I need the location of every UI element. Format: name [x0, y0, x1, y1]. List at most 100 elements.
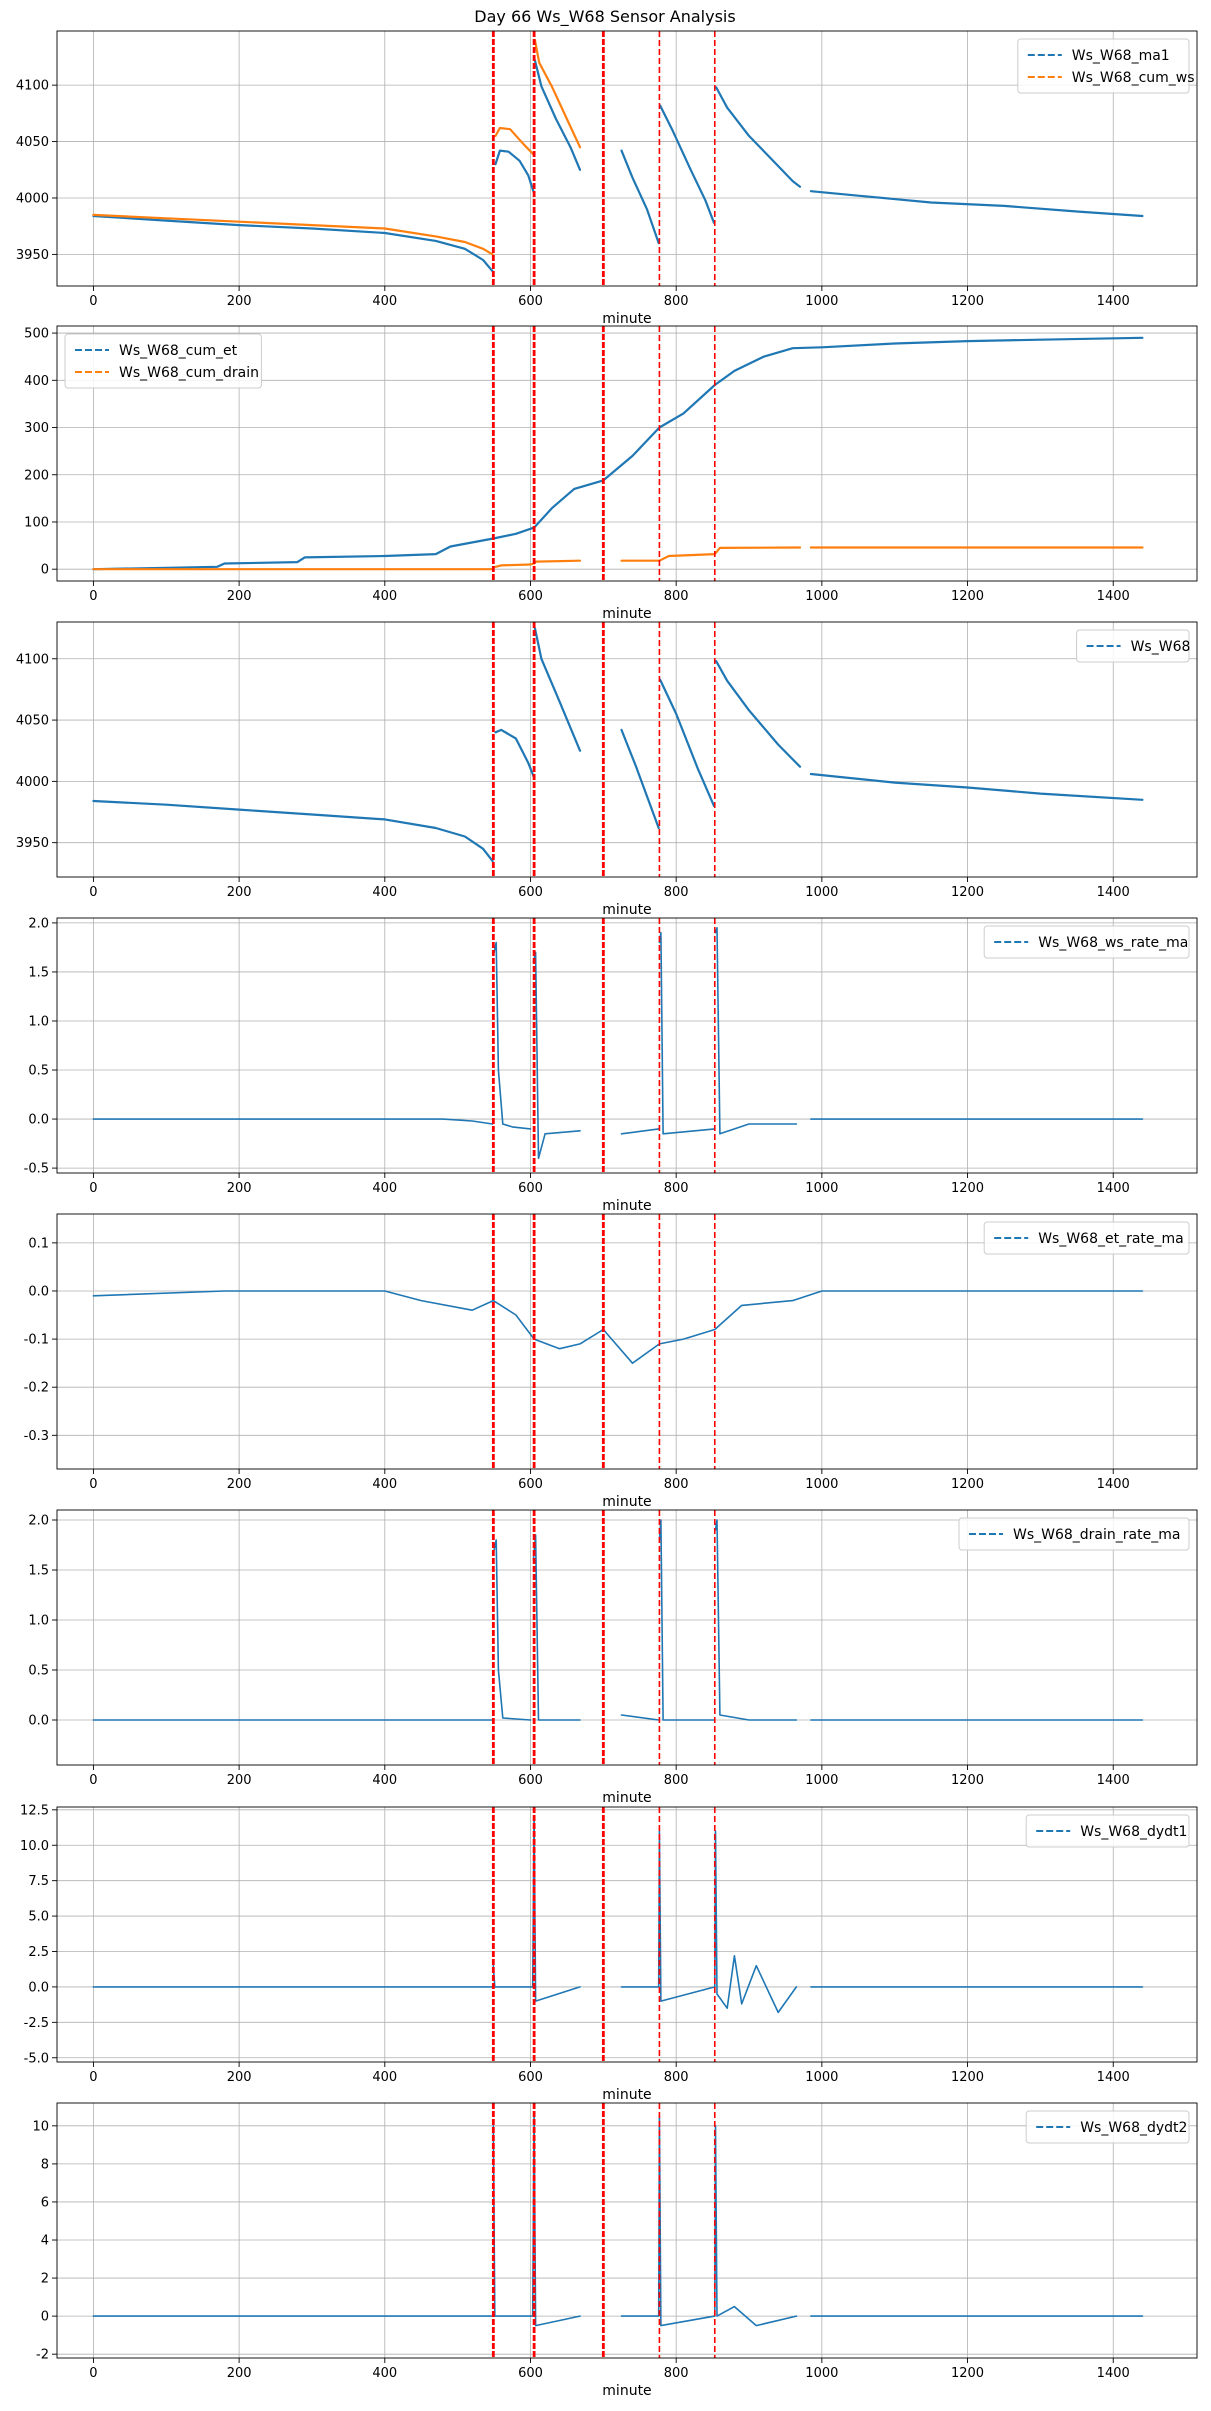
x-tick-label: 1200: [951, 1773, 984, 1788]
x-tick-label: 1400: [1097, 1181, 1130, 1196]
series-line: [658, 104, 716, 224]
y-tick-label: 1.0: [28, 1614, 49, 1629]
x-tick-label: 800: [664, 589, 689, 604]
legend: Ws_W68_ws_rate_ma: [983, 925, 1190, 959]
y-tick-label: 500: [24, 327, 49, 342]
series-line: [809, 190, 1144, 218]
y-tick-label: 0.5: [28, 1064, 49, 1079]
plot-area: [92, 326, 1144, 581]
x-tick-label: 1200: [951, 589, 984, 604]
series-line: [620, 1128, 660, 1135]
y-tick-label: 8: [41, 2157, 49, 2172]
series-line: [92, 214, 494, 273]
y-tick-label: 4: [41, 2234, 49, 2249]
legend-box: [1025, 2110, 1190, 2144]
legend: Ws_W68_cum_et Ws_W68_cum_drain: [64, 333, 262, 389]
panel-6: 0 200 400 600 800 1000 1200 1400 0.0 0.5 1.0 1.5 2.0…: [28, 1509, 1198, 1806]
x-tick-label: 0: [89, 2366, 97, 2381]
series-line: [493, 1539, 532, 1721]
series-line: [620, 546, 802, 562]
legend-label: Ws_W68_cum_ws: [1072, 70, 1195, 86]
x-tick-label: 1000: [805, 885, 838, 900]
y-tick-label: -0.5: [24, 1162, 49, 1177]
panels: 0 200 400 600 800 1000 1200 1400395040004050410…: [16, 30, 1198, 2399]
x-tick-label: 1000: [805, 2366, 838, 2381]
y-tick-label: 4000: [16, 191, 49, 206]
x-tick-label: 800: [664, 1773, 689, 1788]
x-axis-label: minute: [602, 2087, 651, 2103]
y-tick-label: -0.3: [24, 1429, 49, 1444]
series-line: [809, 772, 1144, 801]
legend-box: [983, 1221, 1190, 1255]
x-tick-label: 800: [664, 1181, 689, 1196]
legend-label: Ws_W68_dydt1: [1080, 1824, 1187, 1840]
y-tick-label: 0.0: [28, 1284, 49, 1299]
plot-area: [92, 1214, 1144, 1469]
x-tick-label: 0: [89, 589, 97, 604]
axes-frame: [56, 621, 1198, 878]
x-tick-label: 200: [227, 1477, 252, 1492]
y-tick-label: 100: [24, 515, 49, 530]
y-tick-label: -2: [36, 2348, 49, 2363]
axes-frame: [56, 2102, 1198, 2359]
series-line: [494, 126, 536, 157]
axes-frame: [56, 1806, 1198, 2063]
x-tick-label: 1200: [951, 2366, 984, 2381]
legend-label: Ws_W68_dydt2: [1080, 2120, 1187, 2136]
x-tick-label: 600: [518, 2366, 543, 2381]
legend: Ws_W68: [1076, 629, 1191, 663]
series-line: [494, 149, 536, 195]
y-tick-label: 0.0: [28, 1980, 49, 1995]
y-tick-label: 4100: [16, 652, 49, 667]
y-tick-label: -2.5: [24, 2016, 49, 2031]
legend-label: Ws_W68: [1131, 639, 1191, 655]
x-tick-label: 400: [372, 2366, 397, 2381]
x-tick-label: 200: [227, 2070, 252, 2085]
x-tick-label: 200: [227, 294, 252, 309]
x-tick-label: 1400: [1097, 2070, 1130, 2085]
legend-box: [1025, 1814, 1190, 1848]
x-tick-label: 400: [372, 2070, 397, 2085]
y-tick-label: 1.5: [28, 965, 49, 980]
x-tick-label: 1000: [805, 1477, 838, 1492]
legend-label: Ws_W68_cum_drain: [119, 365, 259, 381]
legend-box: [983, 925, 1190, 959]
series-line: [715, 86, 802, 188]
legend: Ws_W68_dydt2: [1025, 2110, 1190, 2144]
x-tick-label: 1200: [951, 885, 984, 900]
legend-label: Ws_W68_ma1: [1072, 48, 1170, 64]
legend-label: Ws_W68_drain_rate_ma: [1013, 1527, 1180, 1543]
x-tick-label: 1200: [951, 1181, 984, 1196]
x-tick-label: 400: [372, 294, 397, 309]
series-line: [533, 38, 582, 149]
y-tick-label: -0.1: [24, 1333, 49, 1348]
x-axis-label: minute: [602, 902, 651, 918]
y-tick-label: 0.0: [28, 1714, 49, 1729]
panel-4: 0 200 400 600 800 1000 1200 1400 -0.5 0.0 0.5 1.0 1.…: [24, 916, 1198, 1214]
x-tick-label: 1000: [805, 1773, 838, 1788]
y-tick-label: -0.2: [24, 1381, 49, 1396]
y-tick-label: 1.5: [28, 1564, 49, 1579]
x-tick-label: 400: [372, 1477, 397, 1492]
y-tick-label: 6: [41, 2195, 49, 2210]
plot-area: [92, 1510, 1144, 1765]
x-tick-label: 1400: [1097, 2366, 1130, 2381]
y-tick-label: 200: [24, 468, 49, 483]
x-tick-label: 600: [518, 885, 543, 900]
series-line: [493, 941, 532, 1130]
y-tick-label: 2: [41, 2272, 49, 2287]
series-line: [714, 926, 798, 1135]
legend: Ws_W68_drain_rate_ma: [958, 1517, 1190, 1551]
y-tick-label: 3950: [16, 248, 49, 263]
y-tick-label: 4000: [16, 775, 49, 790]
y-tick-label: 7.5: [28, 1874, 49, 1889]
plot-area: [92, 31, 1144, 286]
y-tick-label: 2.0: [28, 916, 49, 931]
series-line: [494, 559, 582, 568]
x-tick-label: 0: [89, 1181, 97, 1196]
x-tick-label: 200: [227, 885, 252, 900]
axes-frame: [56, 325, 1198, 582]
plot-area: [92, 622, 1144, 877]
